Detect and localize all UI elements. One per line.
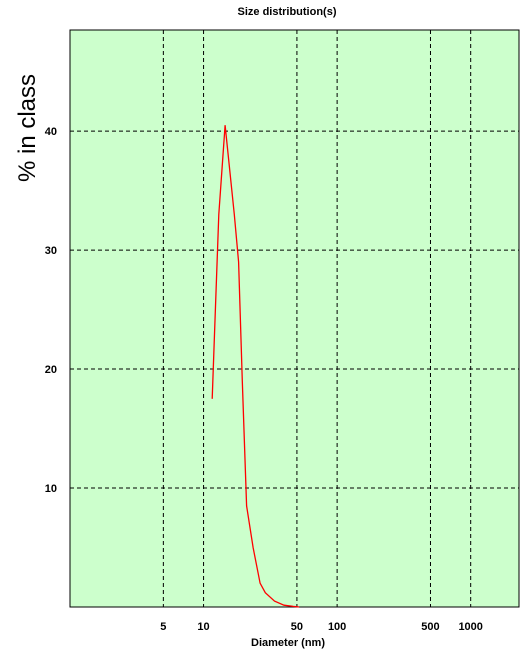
y-tick-label-30: 30 xyxy=(45,245,57,257)
x-tick-label-10: 10 xyxy=(197,621,209,633)
y-tick-label-20: 20 xyxy=(45,364,57,376)
x-tick-label-1000: 1000 xyxy=(458,621,482,633)
y-tick-label-40: 40 xyxy=(45,126,57,138)
chart-title: Size distribution(s) xyxy=(238,6,337,18)
x-tick-label-500: 500 xyxy=(421,621,439,633)
x-axis-label: Diameter (nm) xyxy=(251,637,325,649)
x-tick-label-50: 50 xyxy=(291,621,303,633)
x-tick-label-5: 5 xyxy=(160,621,166,633)
series-line xyxy=(211,125,300,608)
y-tick-label-10: 10 xyxy=(45,483,57,495)
x-tick-label-100: 100 xyxy=(328,621,346,633)
plot-area xyxy=(69,29,520,608)
grid xyxy=(70,30,519,607)
tick-labels: 5 10 50 100 500 1000 10 20 30 40 xyxy=(45,126,483,633)
y-axis-label: % in class xyxy=(14,74,41,182)
